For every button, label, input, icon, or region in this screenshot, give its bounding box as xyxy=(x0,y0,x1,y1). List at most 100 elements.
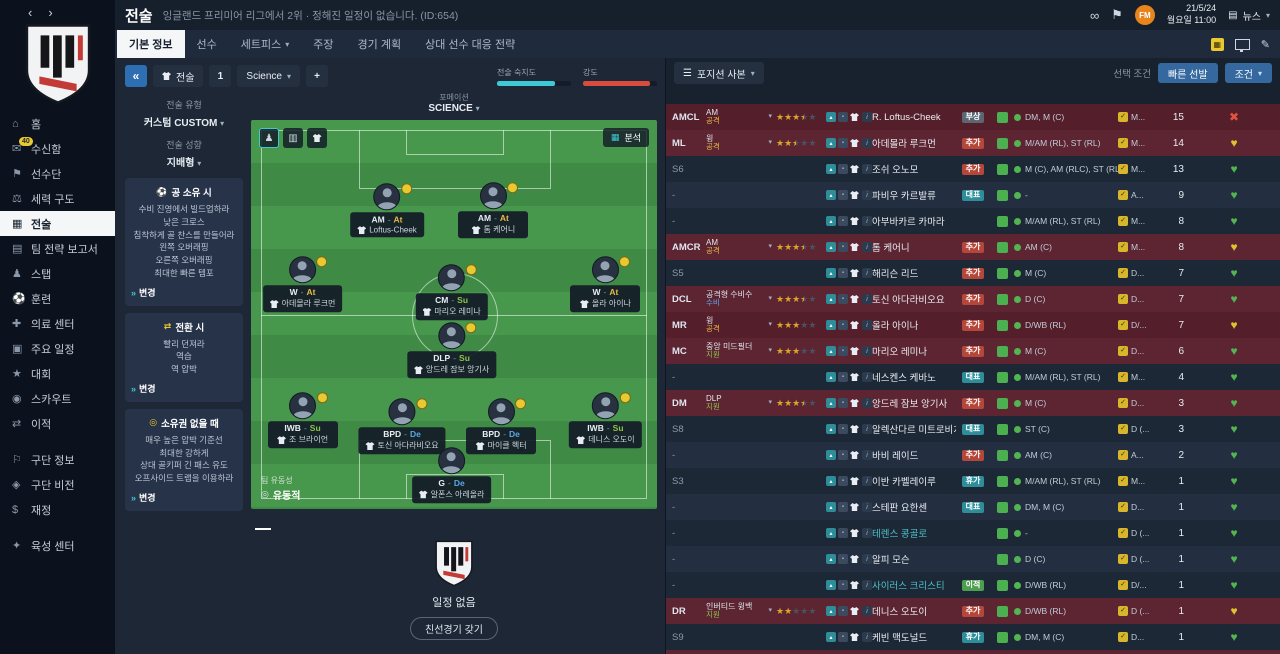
tactic-style-dropdown[interactable]: 지배형 ▾ xyxy=(166,158,202,169)
pitch-player[interactable]: DLP - Su 앙드레 잠보 앙기사 xyxy=(406,322,497,379)
player-info-icon[interactable]: i xyxy=(862,242,872,252)
squad-row[interactable]: AMCL AM 공격 ▾ ★★★★★ ▴ ▪ xyxy=(666,104,1280,130)
tab[interactable]: 상대 선수 대응 전략 xyxy=(425,39,516,51)
role-dropdown-icon[interactable]: ▾ xyxy=(768,320,772,328)
pitch-player[interactable]: AM - At Loftus-Cheek xyxy=(350,183,424,238)
player-info-icon[interactable]: i xyxy=(862,450,872,460)
match-tab[interactable] xyxy=(277,521,293,530)
pitch-player[interactable]: BPD - De 토신 아다라비오요 xyxy=(358,398,446,455)
quick-pick-button[interactable]: 빠른 선발 xyxy=(1157,63,1218,83)
player-info-icon[interactable]: i xyxy=(862,112,872,122)
formation-dropdown[interactable]: 포메이션 SCIENCE ▾ xyxy=(428,93,480,114)
squad-row[interactable]: ML 윙 공격 ▾ ★★★★★ ▴ ▪ xyxy=(666,130,1280,156)
pitch-player[interactable]: W - At 올라 아이나 xyxy=(570,256,641,313)
player-name[interactable]: 알렉산다르 미트로비치 xyxy=(872,425,956,436)
sidebar-item[interactable]: ★ 대회 xyxy=(0,361,115,386)
display-icon[interactable] xyxy=(1234,38,1250,52)
player-info-icon[interactable]: i xyxy=(862,138,872,148)
squad-row[interactable]: AMCR AM 공격 ▾ ★★★★★ ▴ ▪ xyxy=(666,234,1280,260)
sidebar-item[interactable]: ⌂ 홈 xyxy=(0,111,115,136)
player-name[interactable]: R. Loftus-Cheek xyxy=(872,111,941,123)
tab[interactable]: 경기 계획 xyxy=(357,39,402,51)
player-name[interactable]: 마리오 레미나 xyxy=(872,347,928,358)
sidebar-item[interactable]: ▤ 팀 전략 보고서 xyxy=(0,236,115,261)
squad-row[interactable]: MR 윙 공격 ▾ ★★★★★ ▴ ▪ xyxy=(666,312,1280,338)
back-icon[interactable]: ‹ xyxy=(28,5,33,20)
player-info-icon[interactable]: i xyxy=(862,580,872,590)
squad-row[interactable]: MC 중앙 미드필더 지원 ▾ ★★★★★ ▴ ▪ xyxy=(666,338,1280,364)
match-tab[interactable] xyxy=(255,521,271,530)
arrange-friendly-button[interactable]: 친선경기 갖기 xyxy=(410,617,498,640)
pitch-player[interactable]: BPD - De 마이클 헥터 xyxy=(466,398,537,455)
sidebar-item[interactable]: ♟ 스탭 xyxy=(0,261,115,286)
change-link[interactable]: » 변경 xyxy=(131,287,156,298)
squad-row[interactable]: DR 인버티드 윙백 지원 ▾ ★★★★★ ▴ ▪ xyxy=(666,598,1280,624)
sidebar-item[interactable]: ⚑ 선수단 xyxy=(0,161,115,186)
player-name[interactable]: 올라 아이나 xyxy=(872,321,919,332)
player-info-icon[interactable]: i xyxy=(862,346,872,356)
squad-row[interactable]: DM DLP 지원 ▾ ★★★★★ ▴ ▪ xyxy=(666,390,1280,416)
match-tab[interactable] xyxy=(299,521,315,530)
role-dropdown-icon[interactable]: ▾ xyxy=(768,346,772,354)
player-name[interactable]: 이반 카벨레이루 xyxy=(872,477,936,488)
view-players-button[interactable]: ♟ xyxy=(259,128,279,148)
player-info-icon[interactable]: i xyxy=(862,372,872,382)
player-name[interactable]: 바비 레이드 xyxy=(872,451,919,462)
sidebar-item[interactable]: ⇄ 이적 xyxy=(0,411,115,436)
player-name[interactable]: 아데몰라 루크먼 xyxy=(872,139,936,150)
sidebar-item[interactable]: $ 재정 xyxy=(0,497,115,522)
tactic-slot-number[interactable]: 1 xyxy=(209,65,232,87)
binoculars-icon[interactable]: ∞ xyxy=(1089,7,1100,23)
tactic-slot-chip[interactable]: 전술 xyxy=(153,65,204,87)
squad-row[interactable]: GK 골키퍼 수비 ▴ ▪ xyxy=(666,650,1280,654)
player-name[interactable]: 테렌스 콩골로 xyxy=(872,529,928,540)
role-dropdown-icon[interactable]: ▾ xyxy=(768,606,772,614)
sidebar-item[interactable]: ⚐ 구단 정보 xyxy=(0,447,115,472)
add-tactic-button[interactable]: + xyxy=(306,65,328,87)
sidebar-item[interactable]: ▣ 주요 일정 xyxy=(0,336,115,361)
pitch-player[interactable]: IWB - Su 조 브라이언 xyxy=(267,392,338,449)
squad-row[interactable]: - ▴ ▪ xyxy=(666,208,1280,234)
player-info-icon[interactable]: i xyxy=(862,216,872,226)
player-info-icon[interactable]: i xyxy=(862,528,872,538)
squad-row[interactable]: - ▴ ▪ xyxy=(666,442,1280,468)
player-name[interactable]: 스테판 요한센 xyxy=(872,503,928,514)
player-name[interactable]: 알피 모슨 xyxy=(872,555,910,566)
sidebar-item[interactable]: ⚽ 훈련 xyxy=(0,286,115,311)
role-dropdown-icon[interactable]: ▾ xyxy=(768,112,772,120)
player-name[interactable]: 해리슨 리드 xyxy=(872,269,919,280)
analysis-toggle[interactable]: ▦ 분석 xyxy=(602,128,649,147)
player-info-icon[interactable]: i xyxy=(862,606,872,616)
pitch-player[interactable]: G - De 알폰스 아레올라 xyxy=(411,447,492,504)
player-name[interactable]: 데니스 오도이 xyxy=(872,607,928,618)
role-dropdown-icon[interactable]: ▾ xyxy=(768,398,772,406)
pitch-player[interactable]: AM - At 톰 케어니 xyxy=(458,182,529,239)
edit-icon[interactable]: ✎ xyxy=(1260,38,1270,51)
role-dropdown-icon[interactable]: ▾ xyxy=(768,242,772,250)
tactic-type-dropdown[interactable]: 커스텀 CUSTOM ▾ xyxy=(143,118,225,129)
player-name[interactable]: 아부바카르 카마라 xyxy=(872,217,945,228)
pitch-player[interactable]: W - At 아데몰라 루크먼 xyxy=(262,256,343,313)
role-dropdown-icon[interactable]: ▾ xyxy=(768,138,772,146)
player-name[interactable]: 톰 케어니 xyxy=(872,243,910,254)
sidebar-item[interactable]: ◉ 스카우트 xyxy=(0,386,115,411)
player-name[interactable]: 케빈 맥도널드 xyxy=(872,633,928,644)
feed-icon[interactable]: ⚑ xyxy=(1111,7,1123,22)
player-info-icon[interactable]: i xyxy=(862,554,872,564)
player-info-icon[interactable]: i xyxy=(862,476,872,486)
squad-row[interactable]: - ▴ ▪ xyxy=(666,546,1280,572)
player-name[interactable]: 앙드레 잠보 앙기사 xyxy=(872,399,948,410)
tab[interactable]: 선수 xyxy=(196,39,217,51)
squad-row[interactable]: - ▴ ▪ xyxy=(666,364,1280,390)
squad-row[interactable]: DCL 공격형 수비수 수비 ▾ ★★★★★ ▴ ▪ xyxy=(666,286,1280,312)
view-preset-dropdown[interactable]: ☰ 포지션 사본 ▾ xyxy=(674,62,764,84)
squad-row[interactable]: S3 ▴ ▪ xyxy=(666,468,1280,494)
sidebar-item[interactable]: ◈ 구단 비전 xyxy=(0,472,115,497)
forward-icon[interactable]: › xyxy=(48,5,53,20)
squad-row[interactable]: S9 ▴ ▪ xyxy=(666,624,1280,650)
sidebar-item[interactable]: ✦ 육성 센터 xyxy=(0,533,115,558)
player-info-icon[interactable]: i xyxy=(862,268,872,278)
player-info-icon[interactable]: i xyxy=(862,632,872,642)
view-kits-button[interactable] xyxy=(307,128,327,148)
tab[interactable]: 주장 xyxy=(313,39,334,51)
